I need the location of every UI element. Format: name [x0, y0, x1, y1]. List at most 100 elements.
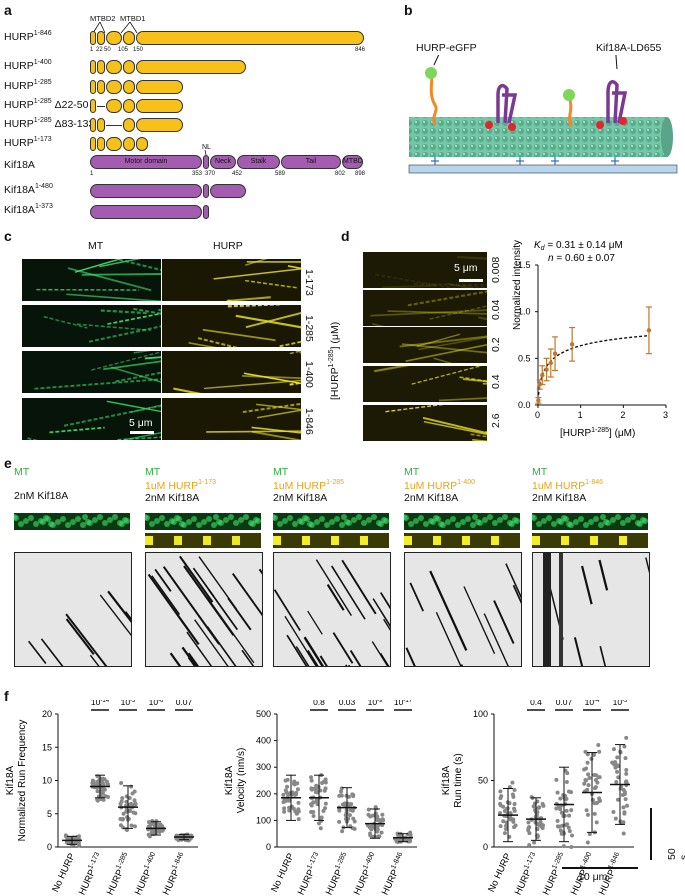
hurp-titration-image — [363, 290, 487, 326]
panel-label-f: f — [4, 688, 9, 704]
hurp-strip — [532, 533, 648, 548]
f-point — [118, 801, 123, 806]
kif-tick-1: 1 — [90, 171, 94, 177]
f-point — [585, 787, 590, 792]
hurp-domain-segment — [106, 99, 122, 113]
x-tick-label: 3 — [663, 410, 668, 420]
f-point — [511, 819, 516, 824]
f-category-label: HURP1-173 — [512, 851, 542, 896]
f-point — [566, 789, 571, 794]
hurp-image — [162, 398, 301, 440]
hurp-domain-segment — [106, 80, 122, 94]
data-point — [536, 398, 541, 403]
f-point — [311, 814, 316, 819]
mt-image — [22, 259, 161, 301]
condition-kif-label: 2nM Kif18A — [273, 492, 328, 504]
condition-kif-label: 2nM Kif18A — [14, 490, 69, 502]
panel-c-mt-header: MT — [88, 240, 104, 252]
f-y-tick: 0 — [483, 842, 488, 852]
f-point — [624, 735, 629, 740]
f-point — [375, 827, 380, 832]
hurp-domain-segment — [106, 31, 122, 45]
f-point — [584, 778, 589, 783]
f-point — [498, 789, 503, 794]
f-point — [595, 780, 600, 785]
f-point — [319, 815, 324, 820]
f-point — [622, 811, 627, 816]
hurp-titration-image — [363, 252, 487, 288]
f-point — [104, 779, 109, 784]
hurp-domain-segment — [136, 137, 148, 151]
f-point — [616, 775, 621, 780]
f-point — [502, 831, 507, 836]
hurp-tick-105: 105 — [118, 47, 129, 53]
f-point — [622, 790, 627, 795]
f-point — [105, 794, 110, 799]
f-point — [582, 781, 587, 786]
f-point — [119, 780, 124, 785]
f-y-tick: 300 — [256, 762, 271, 772]
f-category-label: HURP1-846 — [379, 851, 409, 896]
fit-curve — [537, 334, 650, 396]
hurp-domain-segment — [136, 118, 183, 132]
f-point — [129, 784, 134, 789]
f-point — [285, 784, 290, 789]
f-point — [380, 818, 385, 823]
hurp-domain-segment — [90, 31, 96, 45]
hurp-domain-segment — [123, 80, 135, 94]
condition-mt-label: MT — [532, 466, 548, 478]
f-y-tick: 50 — [478, 776, 488, 786]
panel-label-c: c — [4, 228, 12, 244]
hurp-domain-segment — [90, 80, 96, 94]
f-point — [322, 788, 327, 793]
hurp-domain-segment — [123, 31, 135, 45]
f-category-label: HURP1-400 — [132, 851, 162, 896]
condition-kif-label: 2nM Kif18A — [404, 492, 459, 504]
f-point — [95, 789, 100, 794]
f-y-tick: 400 — [256, 736, 271, 746]
f-point — [323, 777, 328, 782]
kif-tick-802: 802 — [335, 171, 346, 177]
hurp-construct-name: HURP1-285 Δ22-50 — [4, 98, 89, 111]
f-point — [499, 794, 504, 799]
panel-label-a: a — [4, 2, 12, 18]
f-point — [537, 805, 542, 810]
hurp-construct-name: HURP1-400 — [4, 59, 52, 72]
f-point — [311, 800, 316, 805]
hurp-domain-segment — [123, 99, 135, 113]
f-point — [380, 812, 385, 817]
f-point — [615, 763, 620, 768]
condition-hurp-label: 1uM HURP1-173 — [145, 479, 217, 492]
kif-tail-domain: Tail — [281, 155, 341, 169]
f-point — [379, 830, 384, 835]
mt-image — [22, 398, 161, 440]
f-point — [125, 815, 130, 820]
f-pvalue: 10-17 — [394, 700, 413, 707]
f-point — [597, 798, 602, 803]
f-point — [349, 802, 354, 807]
f-point — [559, 810, 564, 815]
f-point — [287, 798, 292, 803]
hurp-domain-segment — [136, 60, 246, 74]
f-pvalue: 10-14 — [91, 700, 110, 707]
f-category-label: HURP1-846 — [160, 851, 190, 896]
hurp-domain-segment — [97, 31, 105, 45]
f-point — [337, 819, 342, 824]
f-point — [133, 811, 138, 816]
f-category-label: HURP1-400 — [568, 851, 598, 896]
f-pvalue: 10-4 — [585, 700, 600, 707]
f-point — [558, 828, 563, 833]
f-y-tick: 5 — [47, 809, 52, 819]
f-point — [621, 820, 626, 825]
f-point — [77, 843, 82, 848]
f-point — [147, 834, 152, 839]
hurp-deleted-segment — [106, 125, 122, 126]
f-category-label: No HURP — [50, 852, 78, 894]
f-point — [558, 807, 563, 812]
f-point — [283, 788, 288, 793]
kif18a-480-bar — [90, 184, 246, 198]
f-point — [512, 788, 517, 793]
f-point — [624, 767, 629, 772]
f-category-label: HURP1-173 — [76, 851, 106, 896]
